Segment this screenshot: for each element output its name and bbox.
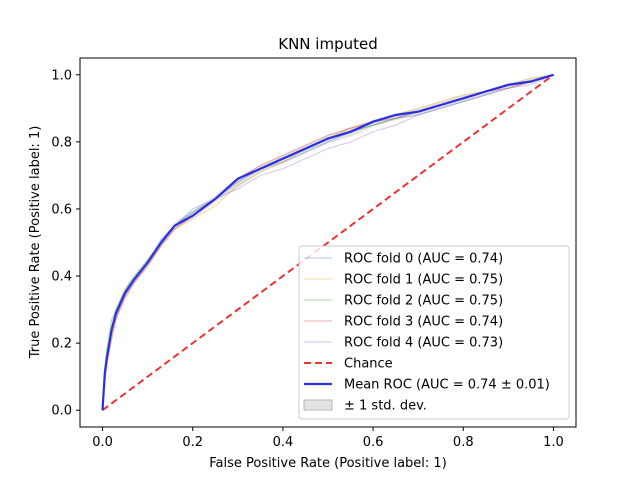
x-tick-label: 0.6	[363, 435, 384, 450]
legend-label: ± 1 std. dev.	[344, 399, 427, 414]
legend-label: ROC fold 3 (AUC = 0.74)	[344, 315, 503, 330]
x-tick-label: 0.4	[273, 435, 294, 450]
chart-title: KNN imputed	[278, 35, 378, 53]
legend-label: ROC fold 1 (AUC = 0.75)	[344, 273, 503, 288]
y-axis-label: True Positive Rate (Positive label: 1)	[28, 126, 43, 360]
roc-fold-4-line	[102, 74, 554, 411]
legend-label: ROC fold 4 (AUC = 0.73)	[344, 336, 503, 351]
legend-label: Chance	[344, 357, 393, 372]
x-tick-label: 1.0	[543, 435, 564, 450]
mean-roc-line	[101, 73, 554, 411]
x-tick-label: 0.0	[92, 435, 113, 450]
legend-label: ROC fold 2 (AUC = 0.75)	[344, 294, 503, 309]
roc-fold-1-line	[102, 74, 554, 411]
y-axis-ticks: 0.0 0.2 0.4 0.6 0.8 1.0	[51, 68, 80, 419]
legend-label: Mean ROC (AUC = 0.74 ± 0.01)	[344, 378, 550, 393]
legend-box	[298, 245, 570, 420]
legend: ROC fold 0 (AUC = 0.74) ROC fold 1 (AUC =…	[298, 245, 570, 420]
y-tick-label: 0.0	[51, 404, 72, 419]
legend-swatch-band	[303, 399, 333, 411]
x-tick-label: 0.8	[453, 435, 474, 450]
std-band	[102, 74, 554, 411]
y-tick-label: 1.0	[51, 68, 72, 83]
y-tick-label: 0.8	[51, 135, 72, 150]
legend-label: ROC fold 0 (AUC = 0.74)	[344, 252, 503, 267]
x-tick-label: 0.2	[182, 435, 203, 450]
chance-line	[101, 73, 555, 412]
axes-frame	[79, 57, 577, 428]
x-axis-ticks: 0.0 0.2 0.4 0.6 0.8 1.0	[92, 427, 564, 450]
y-tick-label: 0.6	[51, 202, 72, 217]
y-tick-label: 0.2	[51, 337, 72, 352]
x-axis-label: False Positive Rate (Positive label: 1)	[209, 456, 447, 471]
plot-area	[101, 73, 555, 412]
y-tick-label: 0.4	[51, 270, 72, 285]
